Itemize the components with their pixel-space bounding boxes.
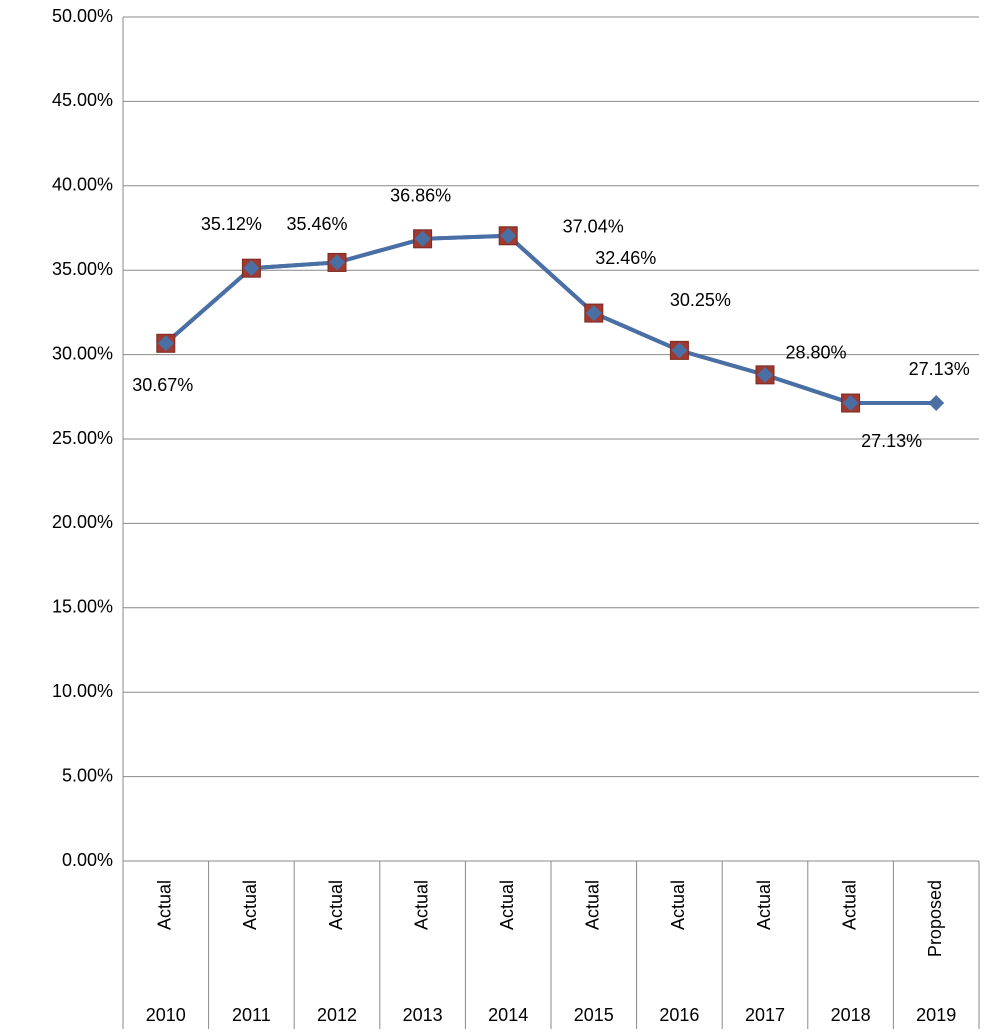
marker	[757, 366, 773, 383]
x-tick-label: 2010	[146, 1005, 186, 1025]
y-tick-label: 15.00%	[52, 597, 113, 617]
data-label: 35.12%	[201, 214, 262, 234]
x-subcategory-label: Actual	[240, 880, 260, 930]
data-label: 30.67%	[132, 375, 193, 395]
data-label: 36.86%	[390, 186, 451, 206]
y-tick-label: 10.00%	[52, 681, 113, 701]
x-tick-label: 2015	[574, 1005, 614, 1025]
marker	[414, 230, 431, 247]
x-tick-label: 2016	[659, 1005, 699, 1025]
x-subcategory-label: Actual	[497, 880, 517, 930]
data-label: 27.13%	[861, 431, 922, 451]
y-tick-label: 40.00%	[52, 175, 113, 195]
marker	[157, 335, 174, 352]
series-line	[164, 233, 937, 406]
x-subcategory-label: Actual	[668, 880, 688, 930]
marker	[928, 395, 945, 412]
data-label: 35.46%	[286, 214, 347, 234]
x-subcategory-label: Proposed	[925, 880, 945, 957]
y-tick-label: 20.00%	[52, 512, 113, 532]
data-label: 37.04%	[563, 217, 624, 237]
x-tick-label: 2013	[403, 1005, 443, 1025]
x-tick-label: 2014	[488, 1005, 528, 1025]
x-subcategory-label: Actual	[754, 880, 774, 930]
x-subcategory-label: Actual	[326, 880, 346, 930]
y-tick-label: 50.00%	[52, 6, 113, 26]
x-tick-label: 2018	[831, 1005, 871, 1025]
x-tick-label: 2019	[916, 1005, 956, 1025]
y-tick-label: 45.00%	[52, 90, 113, 110]
x-subcategory-label: Actual	[839, 880, 859, 930]
data-label: 32.46%	[595, 248, 656, 268]
y-tick-label: 25.00%	[52, 428, 113, 448]
marker	[243, 260, 260, 277]
marker	[329, 254, 345, 271]
data-label: 30.25%	[670, 290, 731, 310]
x-tick-label: 2011	[232, 1005, 271, 1025]
data-label: 28.80%	[785, 343, 846, 363]
y-tick-label: 30.00%	[52, 343, 113, 363]
y-tick-label: 0.00%	[62, 850, 113, 870]
x-subcategory-label: Actual	[155, 880, 175, 930]
marker	[500, 227, 517, 244]
x-subcategory-label: Actual	[583, 880, 603, 930]
marker	[842, 395, 859, 412]
y-tick-label: 35.00%	[52, 259, 113, 279]
series-line	[164, 233, 852, 405]
x-tick-label: 2012	[317, 1005, 357, 1025]
marker	[671, 342, 688, 359]
x-tick-label: 2017	[745, 1005, 785, 1025]
marker	[585, 305, 602, 322]
x-subcategory-label: Actual	[411, 880, 431, 930]
data-label: 27.13%	[909, 359, 970, 379]
y-tick-label: 5.00%	[62, 765, 113, 785]
